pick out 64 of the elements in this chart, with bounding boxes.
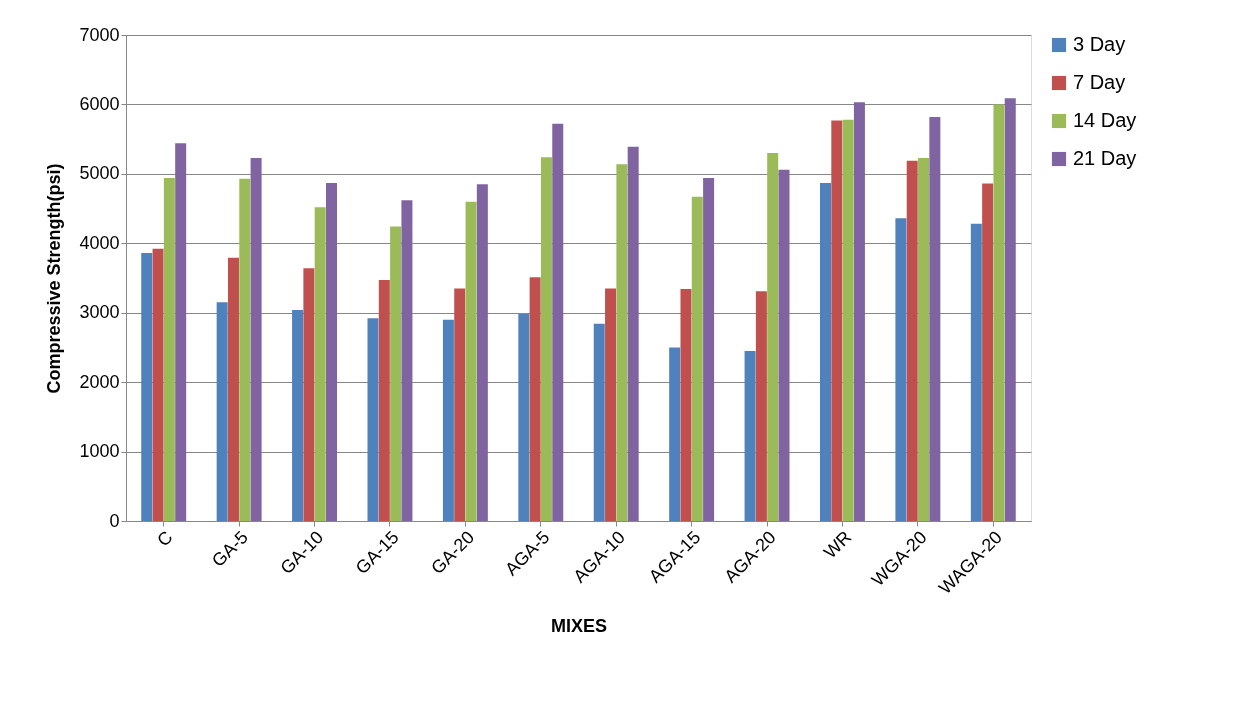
bar xyxy=(778,169,790,521)
bar xyxy=(680,289,692,521)
bar xyxy=(929,116,941,521)
legend-label: 7 Day xyxy=(1073,71,1126,93)
bar xyxy=(853,102,865,521)
bar xyxy=(970,223,982,521)
bar xyxy=(216,302,228,521)
bar xyxy=(819,182,831,521)
bar xyxy=(292,309,304,521)
bar xyxy=(476,184,488,521)
bar xyxy=(744,350,756,521)
y-axis-title: Compressive Strength(psi) xyxy=(44,163,65,394)
bar xyxy=(390,226,402,521)
y-tick-label: 4000 xyxy=(79,232,120,253)
bar xyxy=(367,318,379,521)
bar xyxy=(442,319,454,521)
y-tick-label: 7000 xyxy=(79,24,120,45)
bar xyxy=(303,268,315,521)
bar xyxy=(227,257,239,521)
bar xyxy=(314,207,326,521)
bar xyxy=(767,153,779,521)
bar xyxy=(378,280,390,521)
bar xyxy=(895,218,907,521)
bar xyxy=(627,146,639,521)
bar xyxy=(465,201,477,521)
y-tick-label: 1000 xyxy=(79,441,120,462)
bar xyxy=(831,120,843,521)
bar xyxy=(540,157,552,521)
bar xyxy=(755,291,767,521)
bar xyxy=(691,196,703,521)
bar xyxy=(529,277,541,521)
bar xyxy=(993,104,1005,521)
bar xyxy=(593,323,605,521)
bar xyxy=(1004,98,1016,521)
x-tick-label: C xyxy=(153,527,177,551)
y-tick-label: 0 xyxy=(109,510,120,531)
bar xyxy=(152,248,164,521)
x-axis-title: MIXES xyxy=(550,616,608,637)
y-tick-label: 5000 xyxy=(79,163,120,184)
bar xyxy=(454,288,466,521)
y-tick-label: 3000 xyxy=(79,302,120,323)
bar xyxy=(918,157,930,521)
legend-label: 14 Day xyxy=(1073,109,1137,131)
y-tick-label: 2000 xyxy=(79,371,120,392)
bar xyxy=(401,200,413,521)
bar xyxy=(669,347,681,521)
bar xyxy=(141,253,153,521)
legend-label: 21 Day xyxy=(1073,147,1137,169)
bar xyxy=(326,182,338,521)
bar xyxy=(163,178,175,521)
bar xyxy=(552,123,564,521)
bar xyxy=(239,178,251,521)
x-tick-label: WR xyxy=(819,527,856,563)
bar xyxy=(605,288,617,521)
bar xyxy=(906,160,918,521)
legend-label: 3 Day xyxy=(1073,33,1126,55)
bar xyxy=(250,157,262,521)
bar xyxy=(982,183,994,521)
bar xyxy=(616,164,628,521)
y-tick-label: 6000 xyxy=(79,93,120,114)
bar xyxy=(518,314,530,521)
bar xyxy=(842,119,854,521)
bar xyxy=(703,178,715,521)
bar xyxy=(175,143,187,521)
